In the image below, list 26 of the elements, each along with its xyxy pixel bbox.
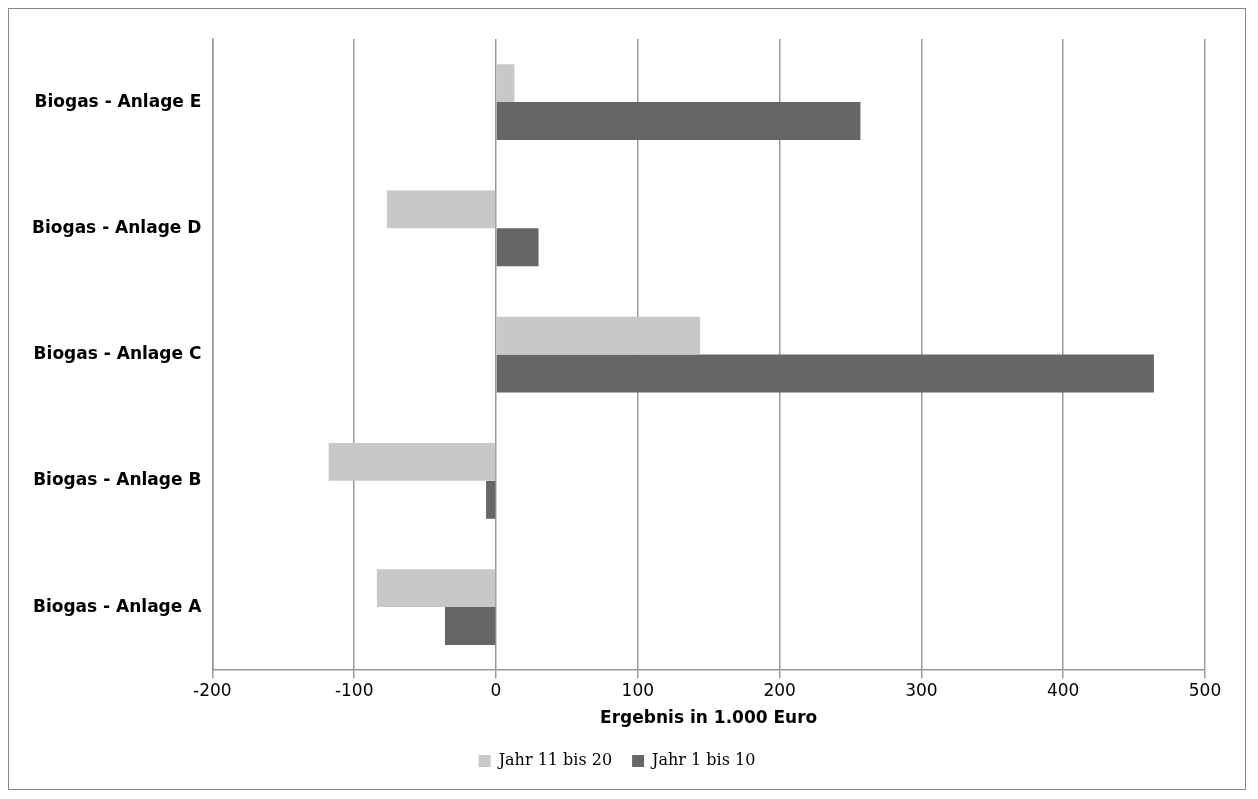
x-tick-label: 300 bbox=[905, 679, 938, 700]
x-tick-label: -100 bbox=[334, 679, 374, 700]
x-tick-label: 0 bbox=[490, 679, 502, 700]
bar bbox=[386, 190, 496, 229]
bar bbox=[486, 480, 496, 519]
bar bbox=[496, 102, 861, 140]
legend-label: Jahr 1 bis 10 bbox=[650, 750, 756, 770]
x-tick-label: 100 bbox=[621, 679, 655, 700]
y-tick-label: Biogas - Anlage A bbox=[32, 595, 203, 616]
bar bbox=[496, 316, 701, 355]
x-tick-label: 200 bbox=[763, 679, 796, 700]
bar bbox=[444, 607, 496, 645]
bar bbox=[376, 569, 496, 608]
x-tick-label: 500 bbox=[1188, 679, 1222, 700]
bar bbox=[328, 442, 496, 481]
legend-label: Jahr 11 bis 20 bbox=[496, 750, 613, 770]
bar bbox=[496, 228, 539, 267]
y-tick-label: Biogas - Anlage D bbox=[32, 216, 202, 237]
y-tick-label: Biogas - Anlage B bbox=[33, 469, 202, 490]
bar bbox=[496, 354, 1154, 393]
x-tick-label: -200 bbox=[193, 679, 232, 700]
x-tick-label: 400 bbox=[1046, 679, 1080, 700]
y-tick-label: Biogas - Anlage C bbox=[33, 343, 202, 364]
y-tick-label: Biogas - Anlage E bbox=[34, 90, 202, 111]
x-axis-title: Ergebnis in 1.000 Euro bbox=[600, 707, 818, 728]
bar bbox=[496, 64, 515, 103]
